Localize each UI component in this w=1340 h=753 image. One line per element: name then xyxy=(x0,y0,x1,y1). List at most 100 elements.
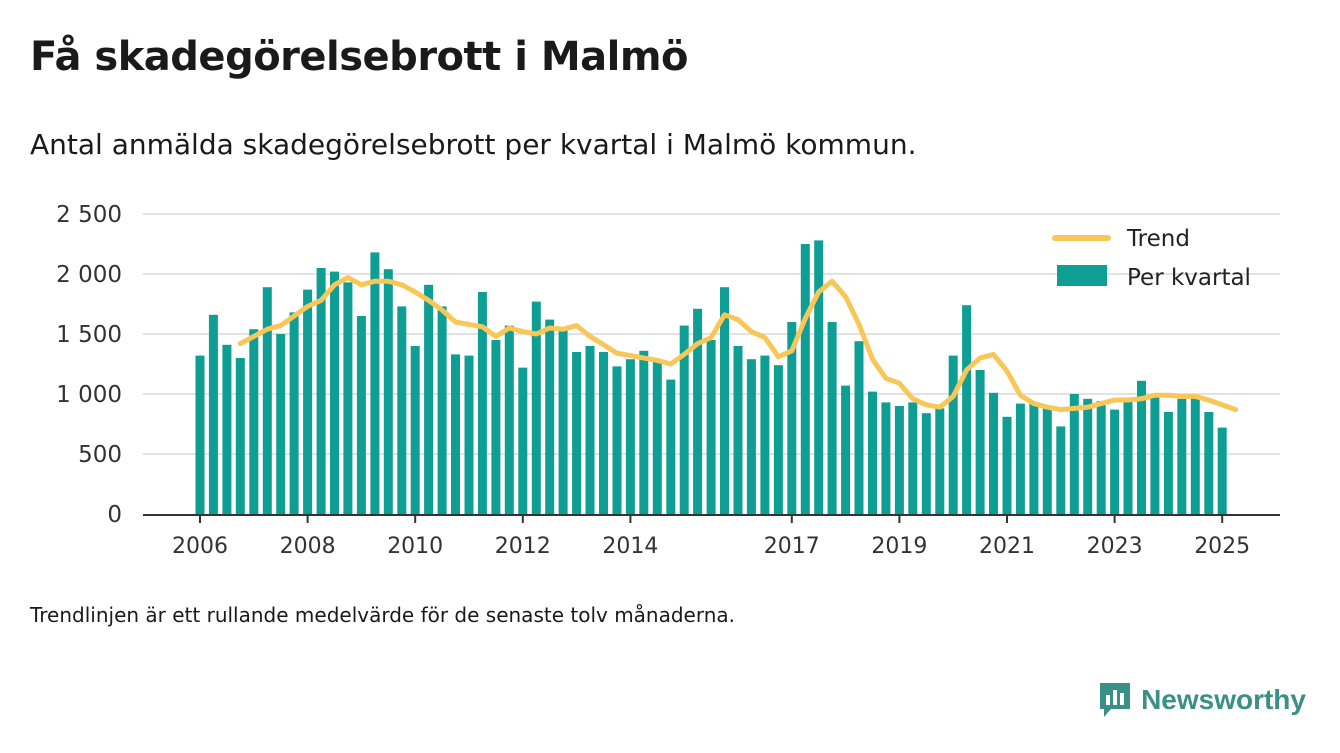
bar xyxy=(854,341,864,514)
bar xyxy=(1083,398,1093,514)
bar xyxy=(545,319,555,514)
trend-series xyxy=(237,275,1239,413)
bar xyxy=(424,284,434,514)
bar xyxy=(383,269,393,514)
bar xyxy=(1150,395,1160,514)
x-tick-label: 2008 xyxy=(280,534,336,559)
trend-line xyxy=(237,275,1239,413)
bar xyxy=(935,408,945,514)
bar xyxy=(464,355,474,514)
bar xyxy=(437,306,447,514)
bar xyxy=(894,406,904,514)
bar xyxy=(733,346,743,514)
x-tick-label: 2017 xyxy=(764,534,820,559)
chart-title: Få skadegörelsebrott i Malmö xyxy=(30,34,689,80)
newsworthy-logo-icon xyxy=(1100,683,1131,717)
bar xyxy=(773,365,783,514)
bar xyxy=(585,346,595,514)
bar xyxy=(343,282,353,514)
bar xyxy=(962,305,972,514)
bar xyxy=(195,355,205,514)
bar xyxy=(330,271,339,514)
bar xyxy=(558,328,568,514)
bar xyxy=(1069,394,1079,514)
x-tick-label: 2010 xyxy=(387,534,443,559)
bar xyxy=(1190,397,1200,514)
x-tick-label: 2023 xyxy=(1087,534,1143,559)
bar xyxy=(1015,403,1025,514)
bar xyxy=(1002,416,1012,514)
x-tick-label: 2006 xyxy=(172,534,228,559)
bar xyxy=(948,355,958,514)
bar xyxy=(1029,403,1039,514)
bar xyxy=(1163,412,1173,514)
bar xyxy=(625,359,635,514)
bar xyxy=(208,314,218,514)
y-tick-label: 1 000 xyxy=(56,382,122,408)
bar xyxy=(451,354,460,514)
bar xyxy=(787,322,797,514)
bar xyxy=(639,350,649,514)
brand[interactable]: Newsworthy xyxy=(1097,681,1306,719)
bar xyxy=(262,287,272,514)
brand-name: Newsworthy xyxy=(1141,684,1306,715)
bar xyxy=(760,355,770,514)
y-axis-ticks: 0 500 1 000 1 500 2 000 2 500 xyxy=(56,202,122,528)
bar xyxy=(800,244,810,514)
bar xyxy=(746,359,756,514)
bar xyxy=(1177,398,1187,514)
bar xyxy=(921,413,931,514)
bar xyxy=(693,308,703,514)
bar xyxy=(531,301,541,514)
bar xyxy=(720,287,729,514)
bar xyxy=(989,392,998,514)
x-tick-label: 2014 xyxy=(602,534,658,559)
bar xyxy=(814,240,824,514)
bar xyxy=(572,352,582,514)
bar xyxy=(235,358,245,514)
bar xyxy=(1042,408,1052,514)
bar xyxy=(504,325,514,514)
bar xyxy=(491,340,501,514)
bar xyxy=(881,402,891,514)
bar xyxy=(706,340,716,514)
bar xyxy=(908,402,918,514)
bar xyxy=(652,359,662,514)
bar xyxy=(1056,426,1066,514)
bar xyxy=(679,325,689,514)
bar xyxy=(249,329,259,514)
bar xyxy=(222,344,232,514)
bar xyxy=(1217,427,1227,514)
legend-bar-label: Per kvartal xyxy=(1127,265,1251,291)
x-tick-label: 2019 xyxy=(871,534,927,559)
bar xyxy=(1096,401,1106,514)
bar xyxy=(868,391,877,514)
y-tick-label: 0 xyxy=(107,502,122,528)
bar xyxy=(1110,409,1120,514)
y-tick-label: 1 500 xyxy=(56,322,122,348)
bar xyxy=(1123,398,1133,514)
bar xyxy=(316,268,326,514)
bar xyxy=(477,292,487,514)
x-tick-label: 2025 xyxy=(1194,534,1250,559)
bar xyxy=(1204,412,1214,514)
bar xyxy=(276,334,286,514)
legend: Trend Per kvartal xyxy=(1052,226,1251,291)
bar xyxy=(356,316,366,514)
bar-series xyxy=(195,240,1227,514)
bar xyxy=(1137,380,1146,514)
x-tick-label: 2021 xyxy=(979,534,1035,559)
bar xyxy=(827,322,837,514)
bar xyxy=(841,385,851,514)
chart-footnote: Trendlinjen är ett rullande medelvärde f… xyxy=(30,603,736,627)
bar xyxy=(410,346,420,514)
bar xyxy=(612,366,622,514)
bar xyxy=(518,367,528,514)
bar xyxy=(975,370,985,514)
chart: 0 500 1 000 1 500 2 000 2 500 2006 2008 2010 201… xyxy=(56,202,1280,559)
legend-bar-swatch xyxy=(1057,265,1107,286)
chart-subtitle: Antal anmälda skadegörelsebrott per kvar… xyxy=(30,128,917,161)
bar xyxy=(666,379,676,514)
legend-trend-label: Trend xyxy=(1126,226,1190,252)
bar xyxy=(303,289,313,514)
